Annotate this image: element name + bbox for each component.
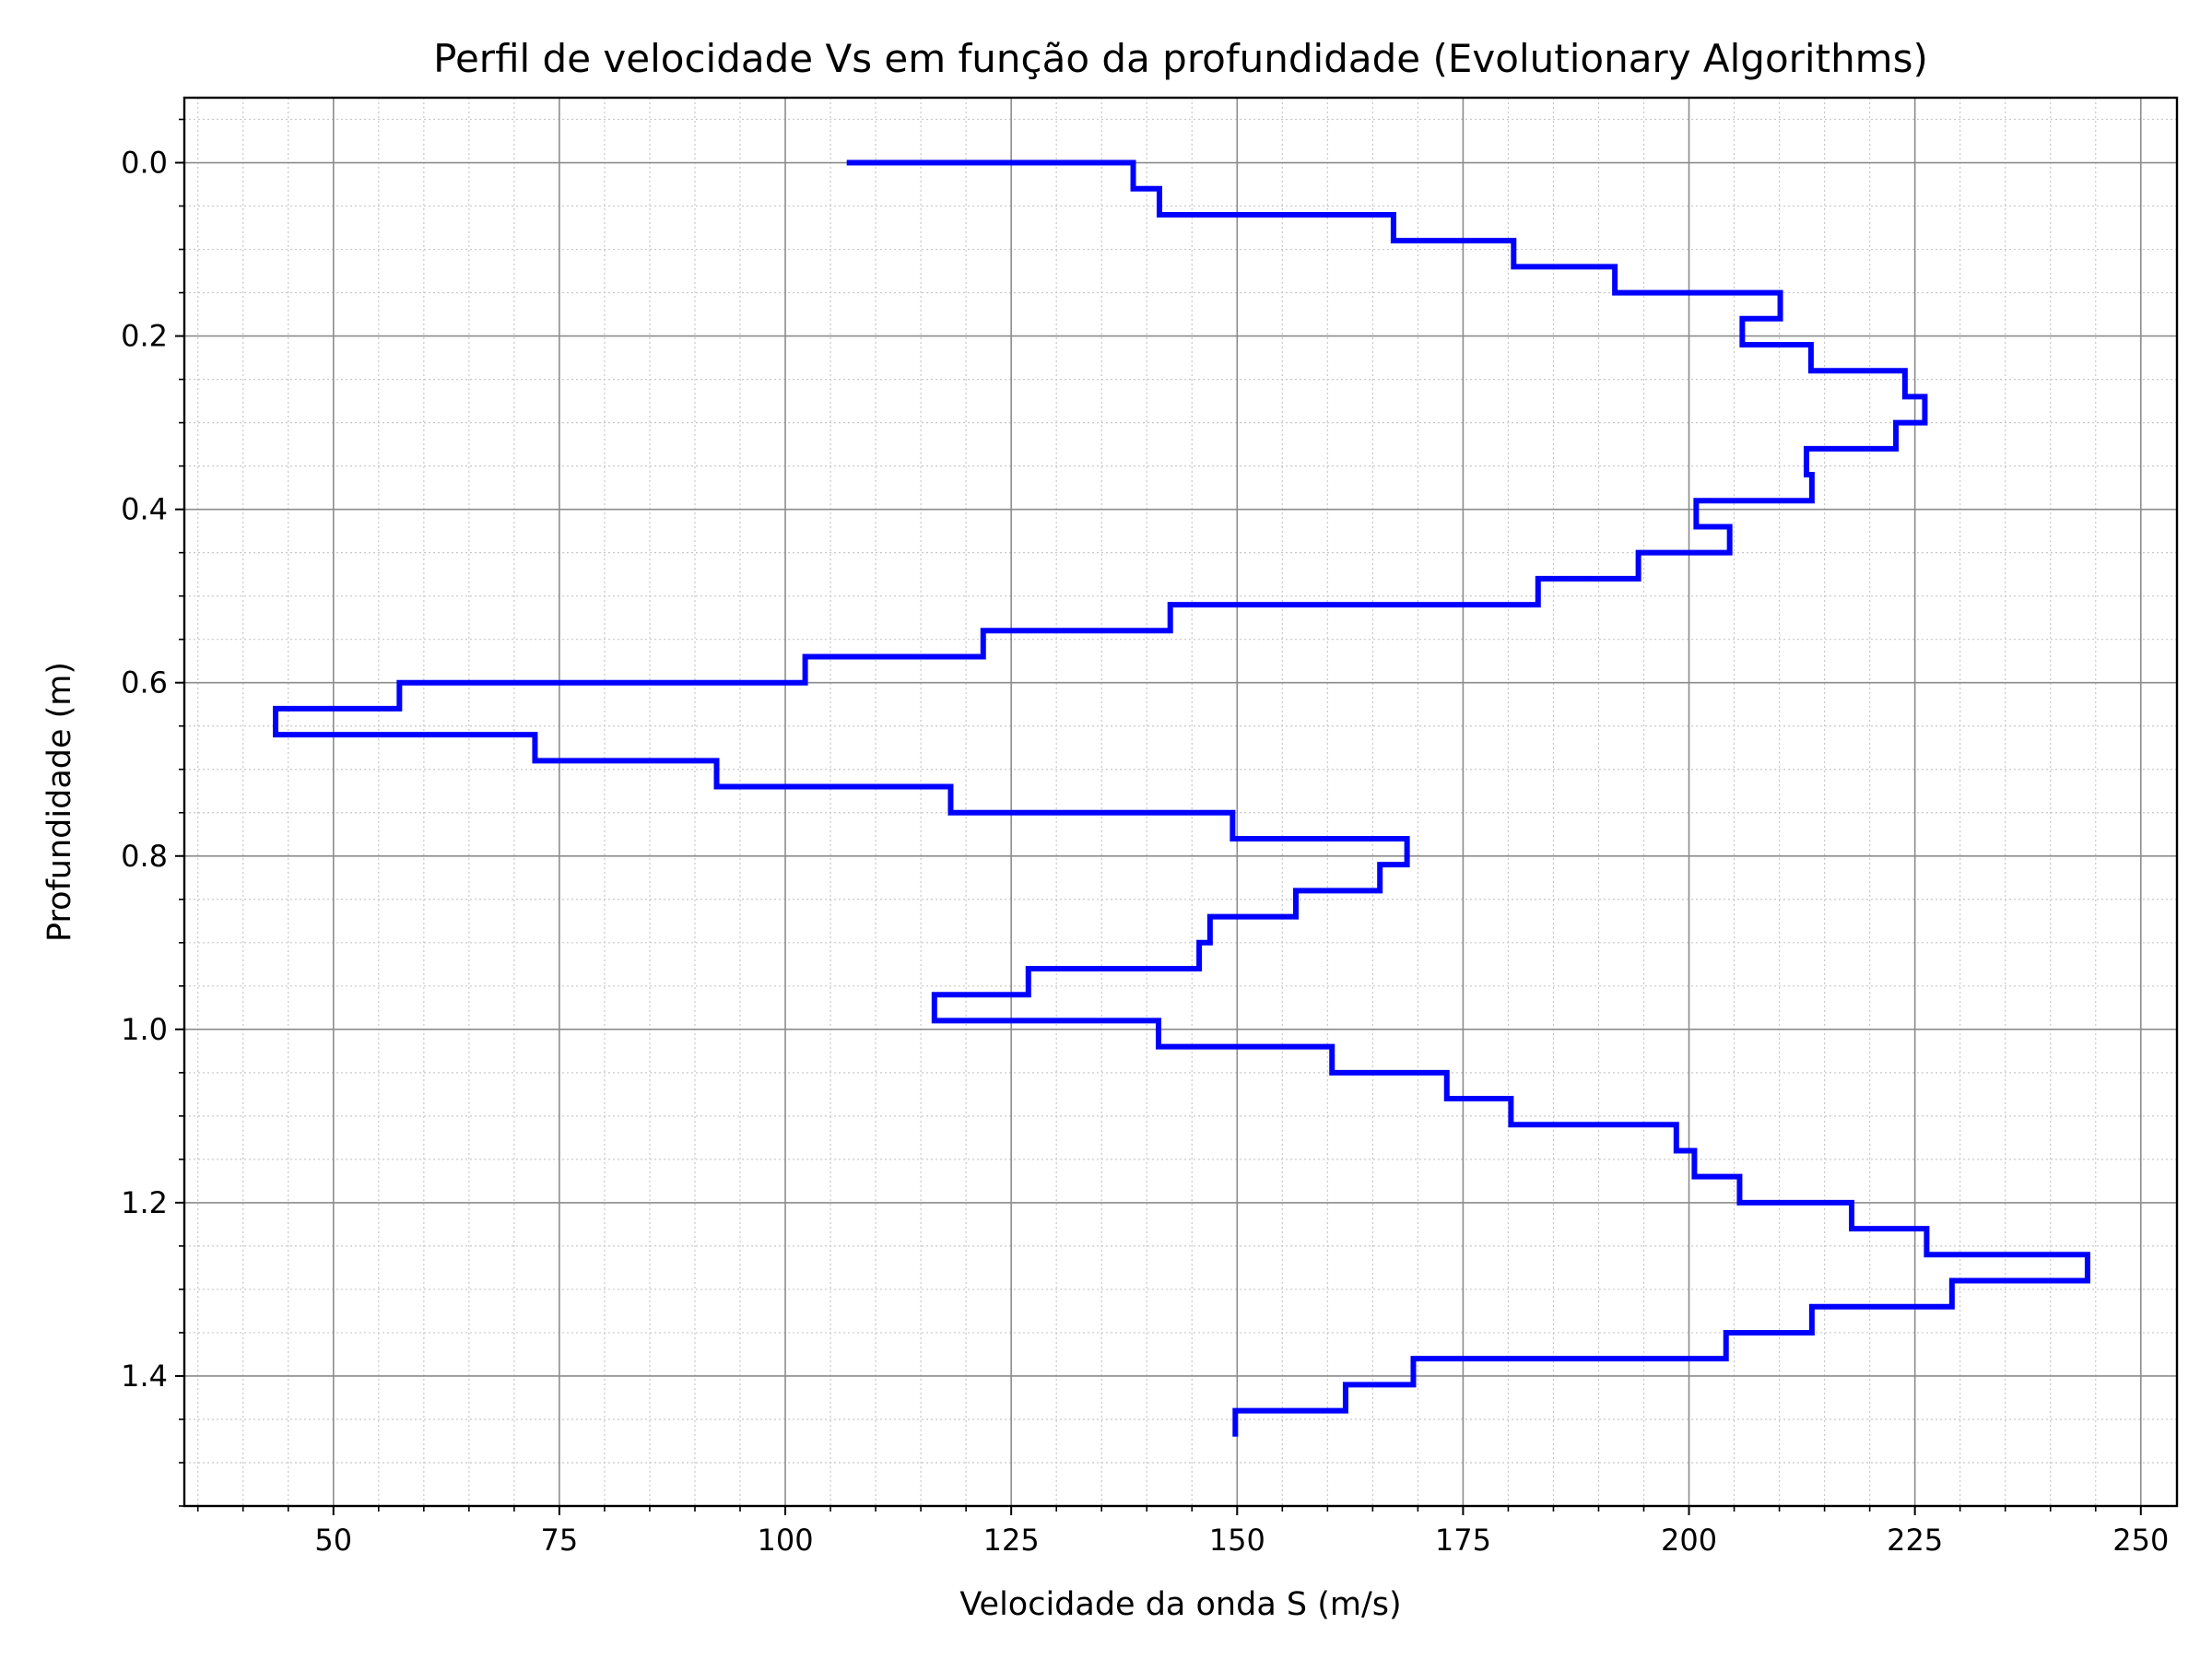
y-tick-label: 0.4 <box>121 492 168 527</box>
vs-profile-line <box>273 159 2090 1437</box>
x-axis-ticks: 50 75 100 125 150 175 200 225 250 <box>196 1506 2169 1558</box>
x-tick-label: 200 <box>1661 1523 1717 1558</box>
y-tick-label: 0.8 <box>121 839 168 874</box>
x-tick-label: 50 <box>314 1523 352 1558</box>
y-tick-label: 1.2 <box>121 1185 168 1220</box>
y-axis-label: Profundidade (m) <box>41 662 78 942</box>
y-tick-label: 0.0 <box>121 146 168 181</box>
x-axis-label: Velocidade da onda S (m/s) <box>959 1586 1401 1623</box>
y-axis-ticks: 0.0 0.2 0.4 0.6 0.8 1.0 1.2 1.4 <box>121 118 184 1507</box>
major-grid <box>184 98 2177 1506</box>
y-tick-label: 1.0 <box>121 1012 168 1047</box>
x-tick-label: 175 <box>1435 1523 1491 1558</box>
x-tick-label: 125 <box>983 1523 1040 1558</box>
chart-title: Perfil de velocidade Vs em função da pro… <box>433 36 1928 81</box>
x-tick-label: 225 <box>1887 1523 1943 1558</box>
y-tick-label: 0.6 <box>121 665 168 700</box>
y-tick-label: 1.4 <box>121 1359 168 1394</box>
x-tick-label: 100 <box>757 1523 813 1558</box>
minor-grid <box>184 98 2177 1507</box>
plot-frame <box>182 96 2179 1508</box>
y-tick-label: 0.2 <box>121 319 168 354</box>
x-tick-label: 75 <box>541 1523 579 1558</box>
x-tick-label: 250 <box>2112 1523 2169 1558</box>
x-tick-label: 150 <box>1209 1523 1265 1558</box>
